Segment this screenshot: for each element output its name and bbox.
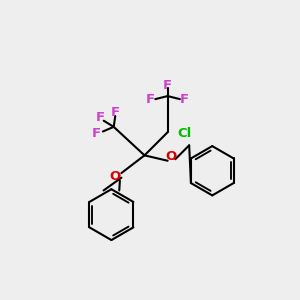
Text: Cl: Cl	[177, 127, 192, 140]
Text: F: F	[146, 93, 155, 106]
Text: O: O	[166, 150, 177, 164]
Text: F: F	[92, 127, 101, 140]
Text: F: F	[95, 111, 104, 124]
Text: O: O	[110, 169, 121, 183]
Text: F: F	[111, 106, 120, 119]
Text: F: F	[163, 79, 172, 92]
Text: F: F	[180, 93, 189, 106]
